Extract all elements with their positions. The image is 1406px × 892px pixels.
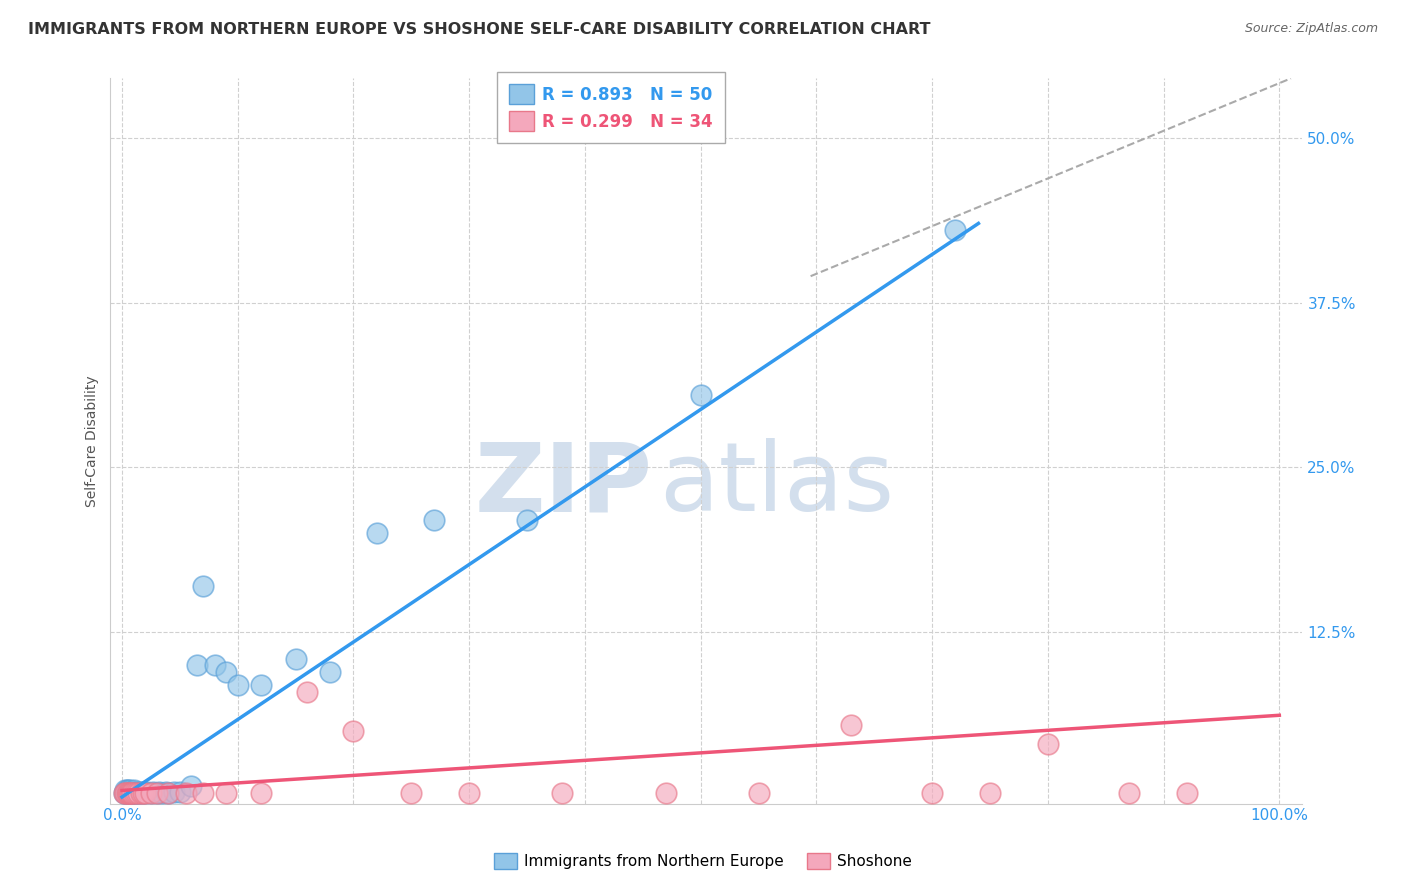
Point <box>1118 786 1140 800</box>
Point <box>125 786 148 800</box>
Point <box>132 785 155 799</box>
Point <box>342 724 364 739</box>
Y-axis label: Self-Care Disability: Self-Care Disability <box>86 376 100 507</box>
Point <box>134 786 156 800</box>
Point <box>139 786 162 800</box>
Point <box>134 786 156 800</box>
Point <box>1175 786 1198 800</box>
Point <box>1036 737 1059 751</box>
Point <box>128 786 150 800</box>
Point <box>112 786 135 800</box>
Point <box>132 786 155 800</box>
Point <box>120 785 142 799</box>
Text: ZIP: ZIP <box>475 438 652 531</box>
Point <box>125 786 148 800</box>
Point <box>458 786 481 800</box>
Point <box>115 783 138 797</box>
Point <box>152 786 174 800</box>
Point <box>226 678 249 692</box>
Point <box>124 786 146 800</box>
Point <box>125 785 148 799</box>
Point <box>118 786 141 800</box>
Point <box>204 658 226 673</box>
Point <box>121 786 143 800</box>
Point <box>180 780 202 794</box>
Point <box>131 786 153 800</box>
Point <box>129 786 152 800</box>
Point <box>115 786 138 800</box>
Point <box>142 785 165 799</box>
Text: atlas: atlas <box>659 438 894 531</box>
Point <box>127 785 149 799</box>
Point <box>118 785 141 799</box>
Point <box>284 651 307 665</box>
Point <box>295 684 318 698</box>
Point <box>122 783 145 797</box>
Point <box>157 786 180 800</box>
Point <box>120 786 142 800</box>
Point <box>120 786 142 800</box>
Point <box>120 786 142 800</box>
Point <box>943 223 966 237</box>
Point <box>129 785 152 799</box>
Point <box>121 785 143 799</box>
Point <box>921 786 943 800</box>
Point <box>250 678 273 692</box>
Point <box>157 786 180 800</box>
Point <box>145 786 167 800</box>
Point <box>121 786 143 800</box>
Point <box>145 786 167 800</box>
Point <box>122 786 145 800</box>
Legend: Immigrants from Northern Europe, Shoshone: Immigrants from Northern Europe, Shoshon… <box>488 847 918 875</box>
Point <box>148 785 170 799</box>
Point <box>114 786 136 800</box>
Point <box>186 658 208 673</box>
Point <box>117 783 139 797</box>
Point <box>516 513 538 527</box>
Point <box>114 783 136 797</box>
Legend: R = 0.893   N = 50, R = 0.299   N = 34: R = 0.893 N = 50, R = 0.299 N = 34 <box>498 72 724 143</box>
Text: Source: ZipAtlas.com: Source: ZipAtlas.com <box>1244 22 1378 36</box>
Point <box>163 785 186 799</box>
Point <box>117 786 139 800</box>
Point <box>689 388 711 402</box>
Point <box>551 786 574 800</box>
Point <box>655 786 678 800</box>
Point <box>120 783 142 797</box>
Point <box>169 785 191 799</box>
Point <box>979 786 1001 800</box>
Point <box>118 786 141 800</box>
Point <box>191 579 214 593</box>
Point <box>215 786 238 800</box>
Point <box>747 786 769 800</box>
Text: IMMIGRANTS FROM NORTHERN EUROPE VS SHOSHONE SELF-CARE DISABILITY CORRELATION CHA: IMMIGRANTS FROM NORTHERN EUROPE VS SHOSH… <box>28 22 931 37</box>
Point <box>139 786 162 800</box>
Point <box>122 786 145 800</box>
Point <box>115 786 138 800</box>
Point <box>423 513 446 527</box>
Point <box>127 786 149 800</box>
Point <box>174 786 197 800</box>
Point <box>839 717 862 731</box>
Point <box>250 786 273 800</box>
Point <box>191 786 214 800</box>
Point <box>112 786 135 800</box>
Point <box>366 526 388 541</box>
Point <box>401 786 423 800</box>
Point <box>215 665 238 679</box>
Point <box>155 785 177 799</box>
Point <box>117 786 139 800</box>
Point <box>114 786 136 800</box>
Point <box>319 665 342 679</box>
Point <box>136 785 159 799</box>
Point <box>120 786 142 800</box>
